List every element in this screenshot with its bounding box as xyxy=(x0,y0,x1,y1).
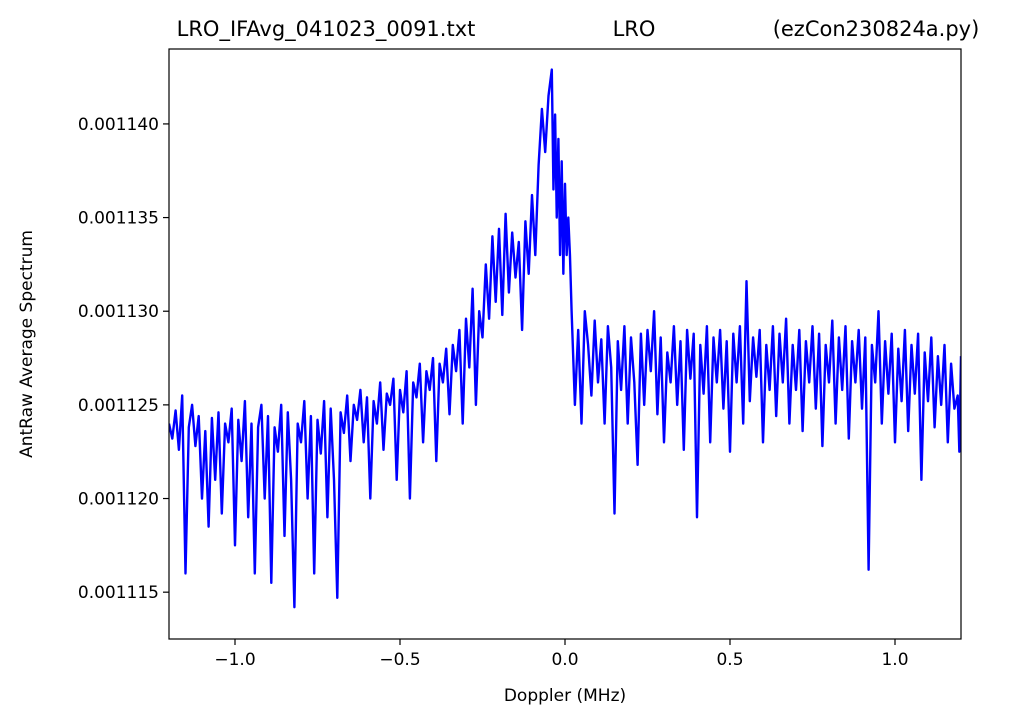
y-tick-label: 0.001140 xyxy=(78,115,159,135)
title-center: LRO xyxy=(613,17,656,41)
title-left: LRO_IFAvg_041023_0091.txt xyxy=(177,17,476,42)
x-axis-label: Doppler (MHz) xyxy=(504,686,626,706)
plot-area xyxy=(169,68,961,609)
y-tick-label: 0.001130 xyxy=(78,302,159,322)
axes-frame xyxy=(168,48,962,640)
x-tick-label: 0.0 xyxy=(551,650,578,670)
y-tick-label: 0.001125 xyxy=(78,396,159,416)
x-tick-label: −0.5 xyxy=(379,650,420,670)
axis-ticks: −1.0 −0.5 0.0 0.5 1.0 0.001115 0.001120 0.00112… xyxy=(78,115,909,670)
y-tick-label: 0.001115 xyxy=(78,583,159,603)
title-right: (ezCon230824a.py) xyxy=(773,17,980,41)
y-tick-label: 0.001120 xyxy=(78,490,159,510)
y-axis-label: AntRaw Average Spectrum xyxy=(17,230,37,458)
x-tick-label: 0.5 xyxy=(716,650,743,670)
y-tick-label: 0.001135 xyxy=(78,209,159,229)
x-tick-label: −1.0 xyxy=(214,650,255,670)
spectrum-line-series-0 xyxy=(169,68,961,609)
x-tick-label: 1.0 xyxy=(881,650,908,670)
